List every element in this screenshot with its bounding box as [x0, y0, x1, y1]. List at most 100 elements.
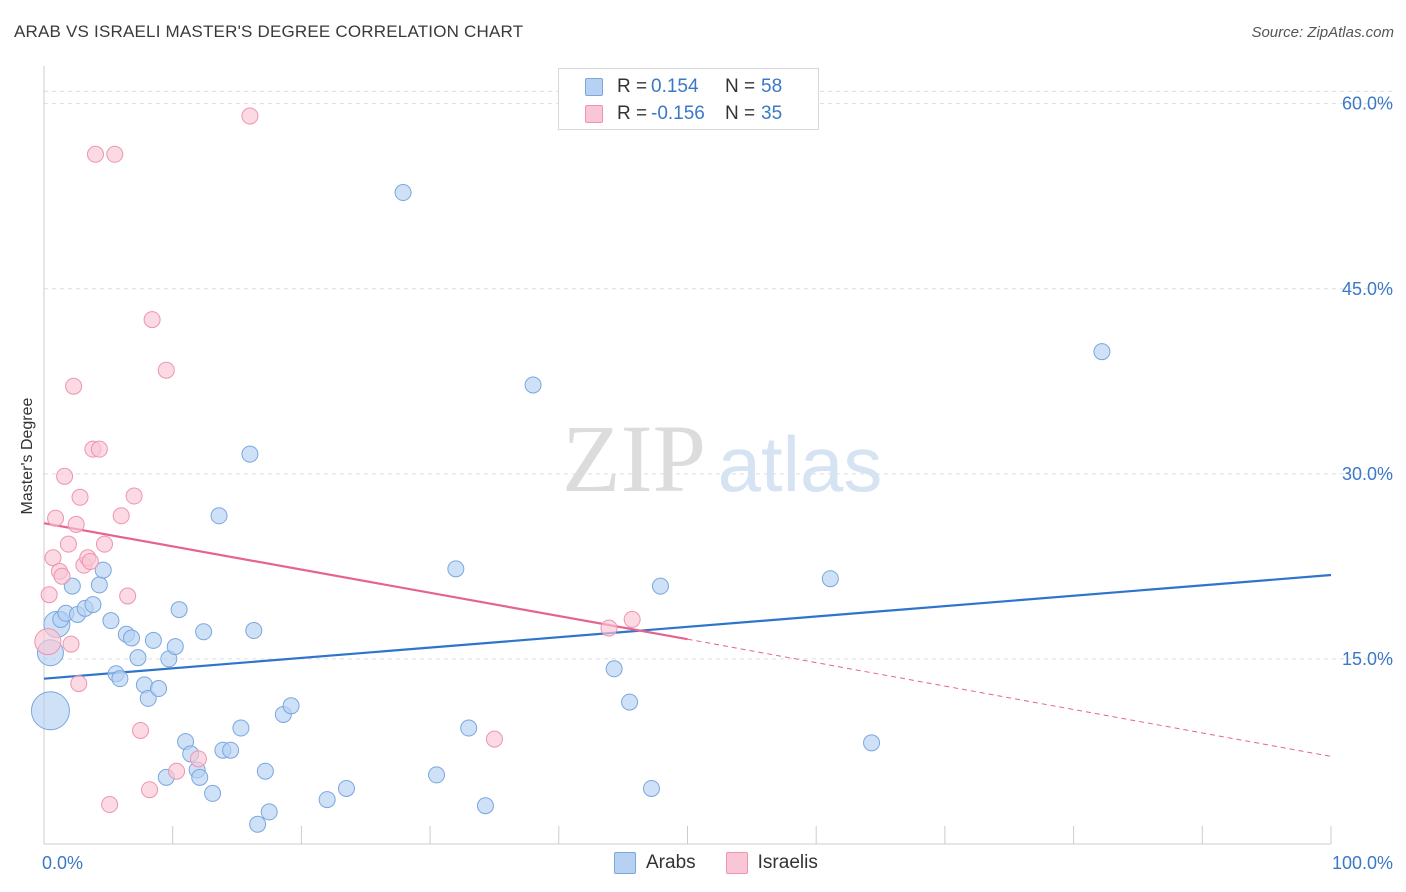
arabs-point-44: [394, 184, 412, 202]
arabs-point-28: [191, 768, 209, 786]
legend-r-value: -0.156: [651, 103, 705, 124]
stats-legend: R = 0.154 N = 58 R = -0.156 N = 35: [558, 68, 819, 130]
arabs-point-45: [428, 766, 446, 784]
arabs-point-36: [245, 622, 263, 640]
arabs-point-39: [260, 803, 278, 821]
israelis-point-32: [485, 730, 503, 748]
israelis-point-5: [53, 567, 71, 585]
watermark-atlas: atlas: [718, 420, 883, 508]
arabs-point-37: [249, 815, 267, 833]
israelis-point-18: [90, 440, 108, 458]
legend-n-label: N =: [725, 76, 756, 97]
legend-r-label: R =: [617, 103, 648, 124]
israelis-point-31: [241, 107, 259, 125]
israelis-point-2: [44, 549, 62, 567]
arabs-point-46: [447, 560, 465, 578]
israelis-point-19: [95, 535, 113, 553]
y-tick-label-0: 15.0%: [1342, 649, 1393, 669]
israelis-point-21: [106, 145, 124, 163]
legend-item-arabs[interactable]: Arabs: [614, 852, 696, 874]
data-points: [30, 107, 1111, 833]
israelis-point-17: [86, 145, 104, 163]
israelis-point-3: [47, 509, 65, 527]
trend-lines: [43, 522, 1332, 757]
arabs-point-35: [241, 445, 259, 463]
israelis-point-20: [101, 796, 119, 814]
arabs-point-41: [282, 697, 300, 715]
arabs-point-29: [195, 623, 213, 641]
israelis-point-27: [143, 311, 161, 329]
y-axis-label: Master's Degree: [19, 397, 36, 515]
arabs-point-10: [94, 561, 112, 579]
chart-title: ARAB VS ISRAELI MASTER'S DEGREE CORRELAT…: [14, 22, 524, 41]
arabs-point-9: [90, 576, 108, 594]
israelis-point-24: [125, 487, 143, 505]
arabs-point-8: [84, 596, 102, 614]
arabs-point-49: [524, 376, 542, 394]
israelis-point-1: [40, 586, 58, 604]
israelis-point-6: [56, 467, 74, 485]
israelis-point-28: [157, 361, 175, 379]
israelis-point-23: [119, 587, 137, 605]
watermark-zip: ZIP: [562, 405, 706, 512]
israelis-point-12: [71, 488, 89, 506]
legend-row-arabs: R = 0.154 N = 58: [585, 75, 782, 99]
arabs-point-18: [139, 689, 157, 707]
arabs-point-38: [256, 762, 274, 780]
x-tick-label-1: 100.0%: [1332, 853, 1393, 873]
arabs-point-56: [1093, 343, 1111, 361]
legend-swatch-arabs: [585, 78, 603, 96]
arabs-point-13: [111, 670, 129, 688]
arabs-point-54: [821, 570, 839, 588]
israelis-point-25: [132, 721, 150, 739]
israelis-point-34: [623, 610, 641, 628]
arabs-point-20: [150, 680, 168, 698]
arabs-point-30: [204, 784, 222, 802]
legend-label-israelis: Israelis: [757, 852, 818, 873]
arabs-point-0: [30, 691, 70, 731]
y-tick-label-3: 60.0%: [1342, 94, 1393, 114]
arabs-point-31: [210, 507, 228, 525]
arabs-point-34: [232, 719, 250, 737]
y-tick-label-2: 45.0%: [1342, 279, 1393, 299]
arabs-trend-line: [43, 573, 1332, 680]
legend-item-israelis[interactable]: Israelis: [725, 852, 818, 874]
source-label: Source: ZipAtlas.com: [1251, 24, 1394, 41]
legend-swatch-arabs: [614, 852, 636, 874]
arabs-point-15: [123, 629, 141, 647]
legend-n-value: 35: [761, 103, 783, 124]
arabs-point-33: [222, 741, 240, 759]
arabs-point-5: [63, 577, 81, 595]
israelis-point-7: [59, 535, 77, 553]
arabs-point-16: [129, 649, 147, 667]
arabs-point-48: [476, 797, 494, 815]
legend-r-label: R =: [617, 76, 648, 97]
israelis-point-8: [62, 635, 80, 653]
grid-lines: [44, 90, 1392, 660]
arabs-point-50: [605, 660, 623, 678]
israelis-trend-extension: [687, 638, 1332, 757]
legend-swatch-israelis: [585, 105, 603, 123]
arabs-point-11: [102, 612, 120, 630]
israelis-point-10: [67, 515, 85, 533]
legend-n-label: N =: [725, 103, 756, 124]
israelis-trend-line: [43, 522, 688, 641]
arabs-point-43: [337, 779, 355, 797]
arabs-point-53: [651, 577, 669, 595]
x-tick-label-0: 0.0%: [42, 853, 83, 873]
watermark: ZIP atlas: [562, 405, 882, 512]
series-legend: Arabs Israelis: [614, 852, 848, 874]
legend-label-arabs: Arabs: [646, 852, 696, 873]
israelis-point-22: [112, 507, 130, 525]
arabs-point-55: [863, 734, 881, 752]
tick-labels: 15.0% 30.0% 45.0% 60.0% 0.0% 100.0%: [42, 94, 1393, 873]
israelis-point-33: [600, 619, 618, 637]
israelis-point-26: [141, 781, 159, 799]
israelis-point-0: [34, 628, 62, 656]
legend-swatch-israelis: [725, 852, 748, 874]
legend-r-value: 0.154: [651, 76, 699, 97]
israelis-point-15: [81, 552, 99, 570]
israelis-point-29: [168, 762, 186, 780]
arabs-point-19: [144, 631, 162, 649]
